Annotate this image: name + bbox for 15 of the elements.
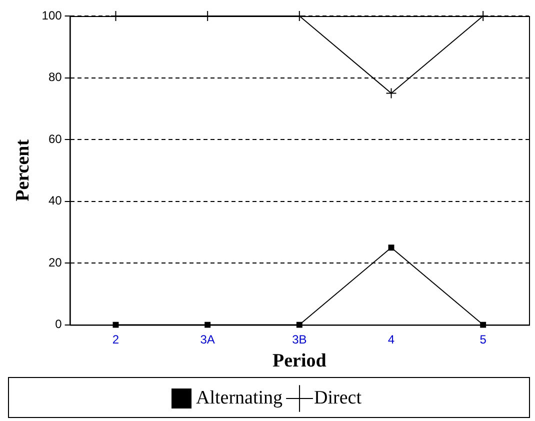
y-axis-title: Percent xyxy=(12,138,34,202)
x-tick-label: 4 xyxy=(388,332,395,346)
x-tick-label: 2 xyxy=(112,332,120,346)
y-tick-label: 0 xyxy=(55,317,62,332)
y-tick-label: 40 xyxy=(48,194,62,208)
y-tick-label: 60 xyxy=(48,132,62,146)
x-axis-title: Period xyxy=(272,350,327,372)
x-tick-label: 3B xyxy=(292,332,307,346)
x-tick-label: 3A xyxy=(200,332,215,346)
y-tick-label: 100 xyxy=(42,8,62,22)
y-tick-label: 80 xyxy=(48,70,62,84)
legend-label: Alternating xyxy=(196,387,284,408)
y-tick-label: 20 xyxy=(48,255,62,270)
x-tick-label: 5 xyxy=(480,332,487,346)
legend-label: Direct xyxy=(314,387,362,408)
